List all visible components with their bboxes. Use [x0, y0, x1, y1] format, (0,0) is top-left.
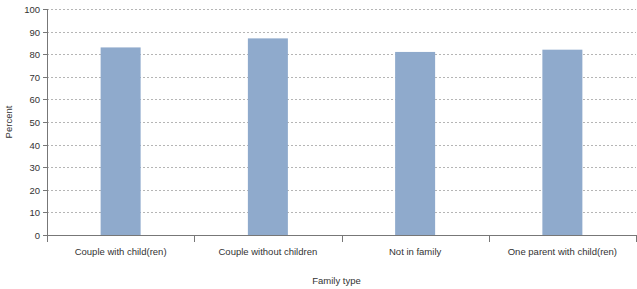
tick-mark — [43, 54, 47, 55]
category-divider — [636, 235, 637, 242]
tick-mark — [43, 122, 47, 123]
bars — [101, 38, 583, 235]
tick-label: 0 — [35, 230, 40, 241]
tick-label: 10 — [29, 207, 40, 218]
tick-label: 30 — [29, 162, 40, 173]
chart-container: 0 10 20 30 40 50 60 70 80 90 100 Couple with child(… — [0, 0, 637, 289]
tick-mark — [43, 212, 47, 213]
x-axis-title: Family type — [312, 275, 361, 286]
tick-mark — [43, 145, 47, 146]
category-divider — [47, 235, 48, 242]
grid-line — [47, 32, 636, 33]
tick-mark — [43, 99, 47, 100]
x-axis-line — [47, 235, 636, 236]
tick-mark — [43, 167, 47, 168]
bar — [101, 47, 141, 235]
tick-mark — [43, 235, 47, 236]
tick-label: 80 — [29, 49, 40, 60]
x-axis: Couple with child(ren) Couple without chi… — [48, 235, 637, 257]
y-axis: 0 10 20 30 40 50 60 70 80 90 100 — [24, 4, 636, 241]
tick-label: 40 — [29, 140, 40, 151]
category-label: Not in family — [389, 246, 442, 257]
category-label: Couple without children — [218, 246, 317, 257]
tick-label: 60 — [29, 94, 40, 105]
tick-mark — [43, 32, 47, 33]
bar — [248, 38, 288, 235]
category-label: One parent with child(ren) — [508, 246, 617, 257]
tick-mark — [43, 190, 47, 191]
tick-label: 50 — [29, 117, 40, 128]
tick-mark — [43, 77, 47, 78]
bar — [395, 52, 435, 235]
grid-line — [47, 9, 636, 10]
bar — [542, 50, 582, 235]
tick-label: 90 — [29, 27, 40, 38]
tick-label: 70 — [29, 72, 40, 83]
category-label: Couple with child(ren) — [75, 246, 167, 257]
category-divider — [342, 235, 343, 242]
tick-label: 20 — [29, 185, 40, 196]
y-axis-title: Percent — [3, 105, 14, 138]
tick-label: 100 — [24, 4, 40, 15]
category-divider — [489, 235, 490, 242]
tick-mark — [43, 9, 47, 10]
chart: 0 10 20 30 40 50 60 70 80 90 100 Couple with child(… — [0, 0, 637, 289]
y-axis-line — [47, 9, 48, 235]
category-divider — [194, 235, 195, 242]
